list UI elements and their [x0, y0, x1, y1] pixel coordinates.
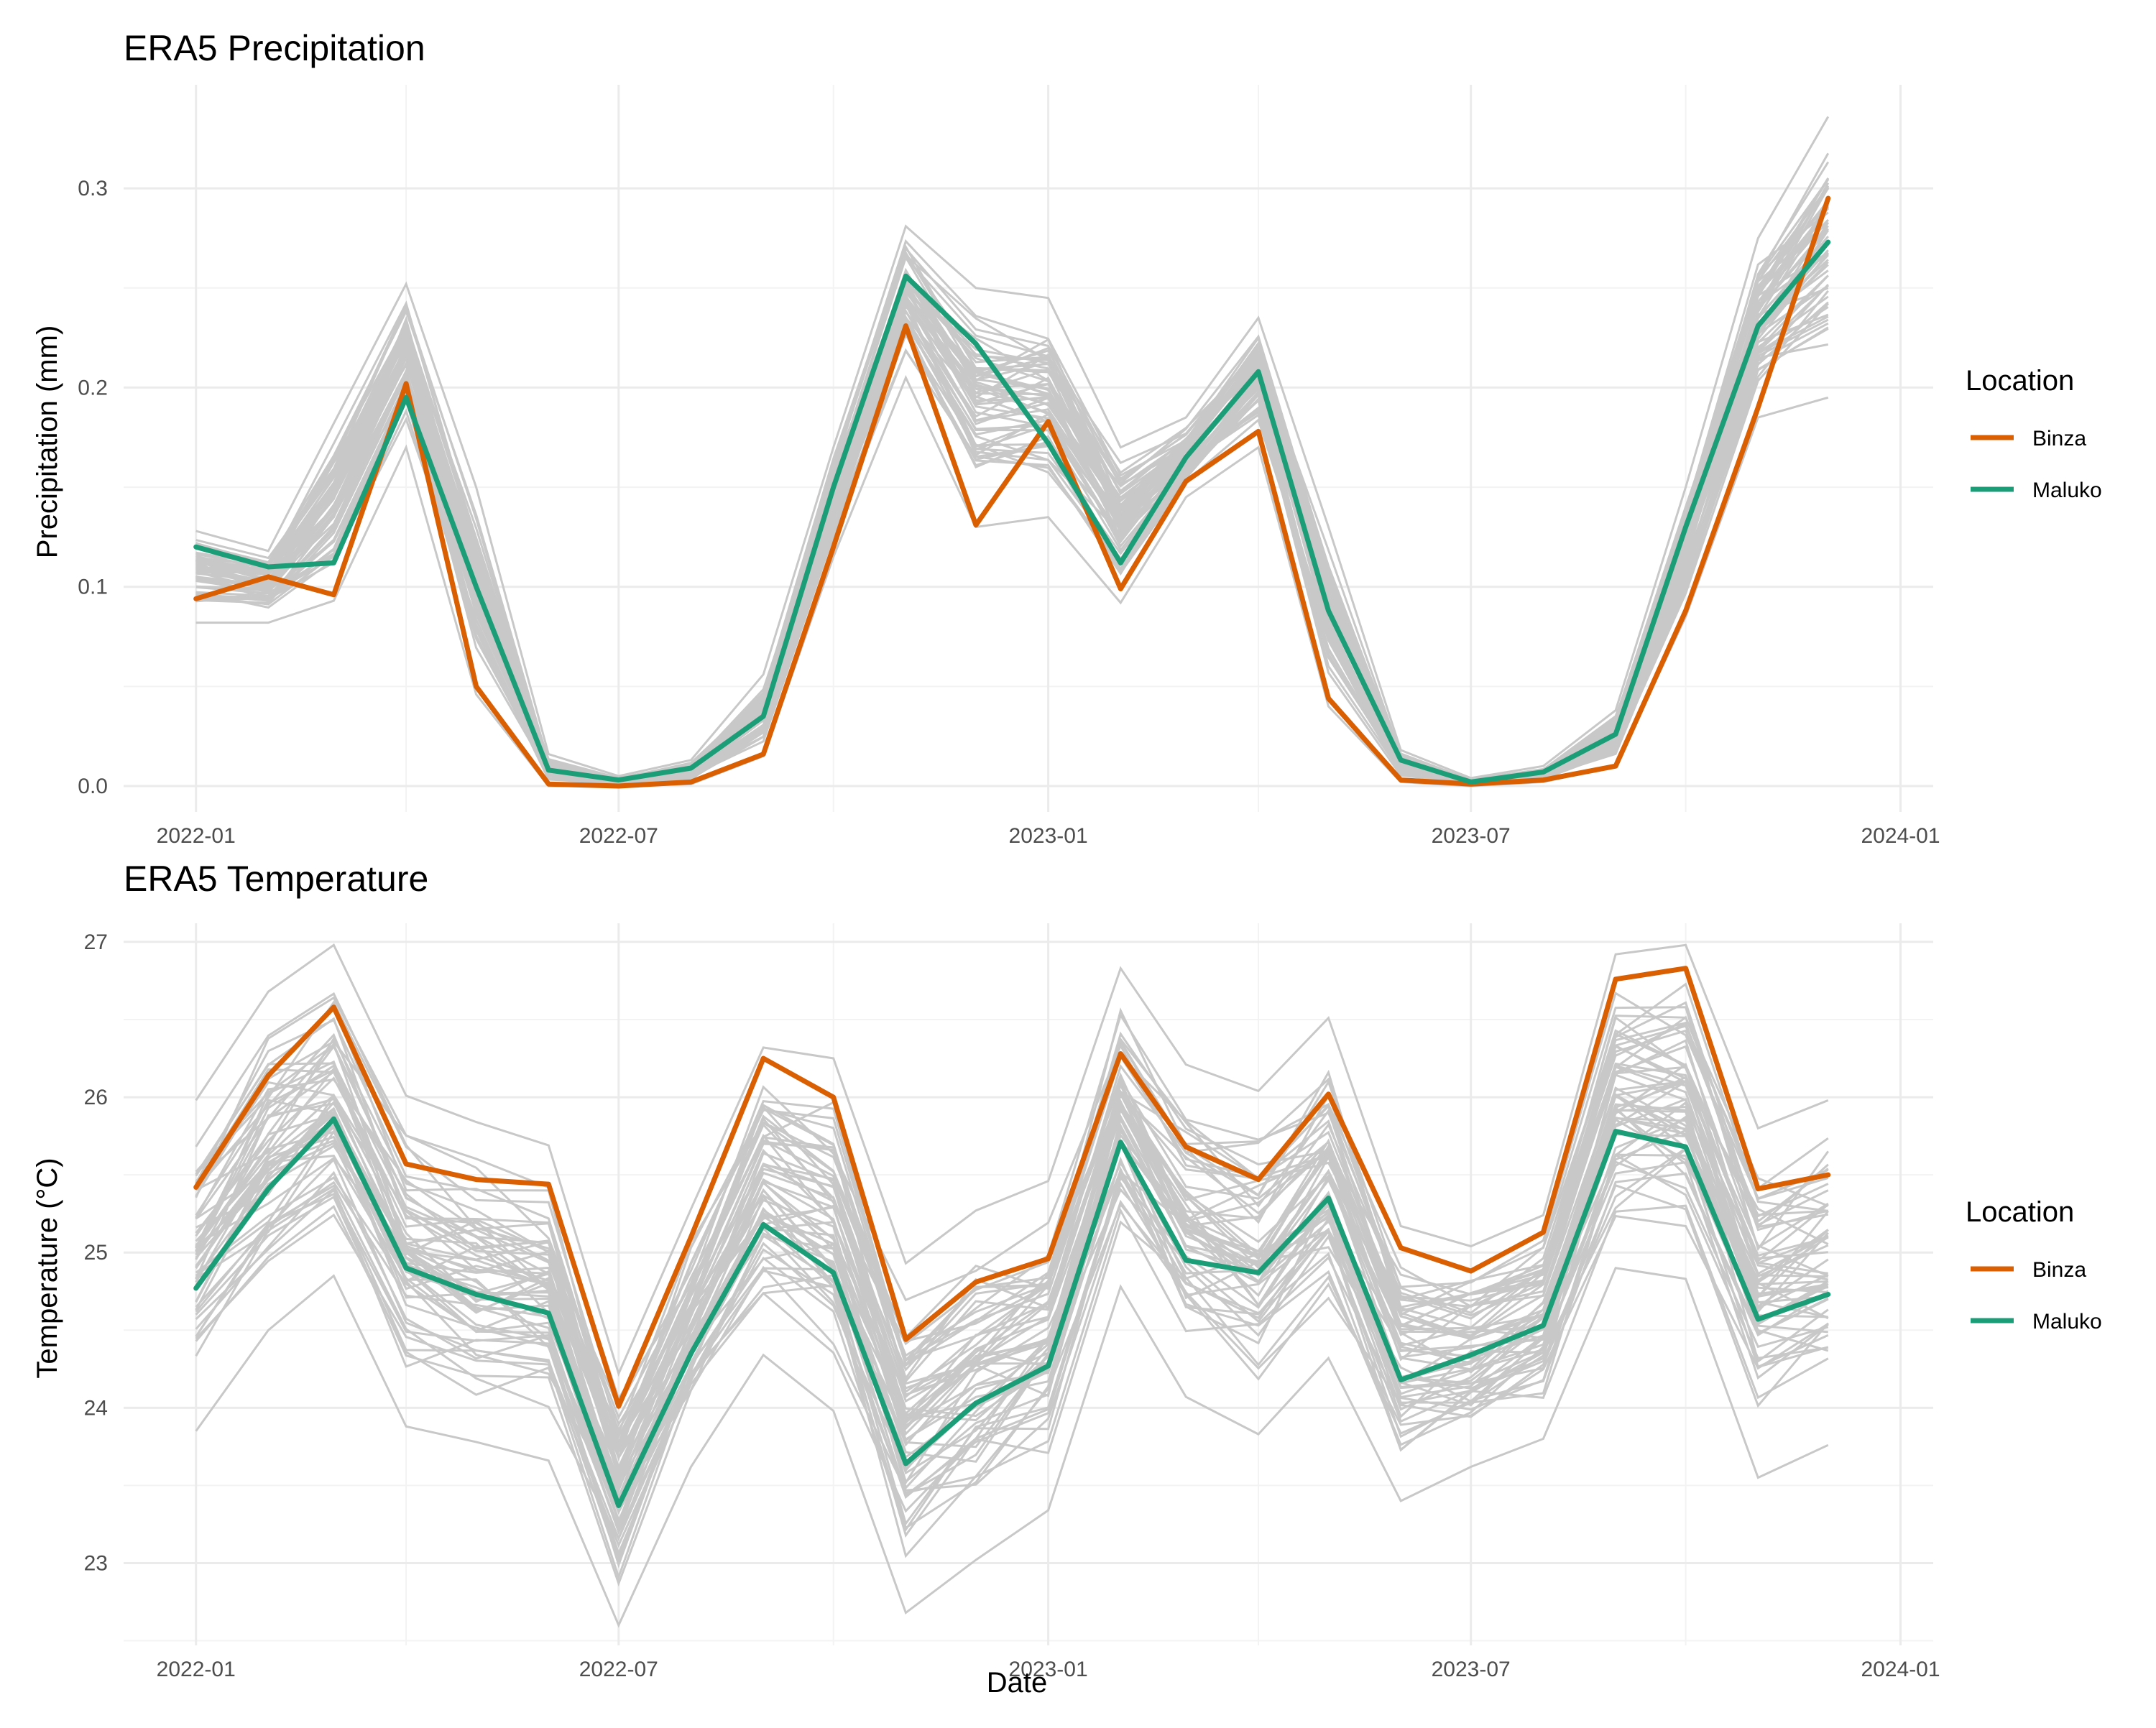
- temp-legend-label-binza: Binza: [2032, 1258, 2086, 1282]
- background-series-line: [195, 1184, 1829, 1558]
- background-series-line: [195, 996, 1829, 1420]
- precip-y-axis-title: Precipitation (mm): [32, 325, 63, 559]
- y-tick-label: 0.3: [78, 177, 108, 200]
- temp-y-axis-title: Temperature (°C): [32, 1158, 63, 1378]
- y-tick-label: 0.1: [78, 576, 108, 599]
- precipitation-panel: 0.0 0.1 0.2 0.3 2022-01 2022-07 2023-01 2023-0…: [32, 28, 1940, 848]
- x-tick-label: 2022-07: [579, 824, 658, 848]
- temp-chart-title: ERA5 Temperature: [124, 859, 428, 899]
- y-tick-label: 0.2: [78, 376, 108, 399]
- temp-location-lines: [193, 966, 1831, 1508]
- background-series-line: [195, 1153, 1829, 1581]
- precip-legend-label-binza: Binza: [2032, 427, 2086, 451]
- background-series-line: [195, 992, 1829, 1410]
- x-axis-title: Date: [987, 1667, 1048, 1699]
- background-series-line: [195, 1267, 1829, 1628]
- y-tick-label: 27: [84, 930, 108, 954]
- temp-legend-title: Location: [1966, 1196, 2074, 1228]
- background-series-line: [195, 161, 1830, 781]
- y-tick-label: 23: [84, 1551, 108, 1575]
- x-tick-label: 2022-01: [157, 1658, 236, 1681]
- x-tick-label: 2024-01: [1861, 824, 1940, 848]
- x-tick-label: 2024-01: [1861, 1658, 1940, 1681]
- background-series-line: [195, 1147, 1829, 1557]
- x-tick-label: 2023-07: [1432, 824, 1511, 848]
- x-tick-label: 2023-01: [1009, 1658, 1088, 1681]
- x-tick-label: 2023-07: [1432, 1658, 1511, 1681]
- background-series-line: [195, 1066, 1829, 1445]
- background-series-line: [195, 302, 1829, 785]
- background-series-line: [195, 992, 1829, 1401]
- background-series-line: [195, 1045, 1828, 1448]
- background-series-line: [195, 1172, 1829, 1568]
- background-series-line: [195, 982, 1828, 1437]
- series-line-maluko: [193, 1116, 1831, 1508]
- series-line-binza: [193, 195, 1831, 789]
- precip-y-tick-labels: 0.0 0.1 0.2 0.3: [78, 177, 108, 798]
- y-tick-label: 25: [84, 1241, 108, 1265]
- background-series-line: [195, 1117, 1828, 1505]
- series-line-binza: [193, 966, 1831, 1409]
- series-line-maluko: [193, 239, 1831, 785]
- precip-legend-label-maluko: Maluko: [2032, 479, 2102, 502]
- background-series-line: [195, 1029, 1829, 1427]
- precip-location-lines: [193, 195, 1831, 789]
- y-tick-label: 26: [84, 1086, 108, 1109]
- temp-background-series: [195, 943, 1830, 1628]
- temp-y-tick-labels: 23 24 25 26 27: [84, 930, 108, 1576]
- background-series-line: [195, 1181, 1829, 1548]
- precip-legend-title: Location: [1966, 365, 2074, 397]
- background-series-line: [195, 1107, 1828, 1512]
- y-tick-label: 0.0: [78, 775, 108, 798]
- temp-legend: Location Binza Maluko: [1966, 1196, 2102, 1334]
- precip-chart-title: ERA5 Precipitation: [124, 28, 425, 68]
- y-tick-label: 24: [84, 1396, 108, 1420]
- background-series-line: [195, 116, 1830, 780]
- precip-x-tick-labels: 2022-01 2022-07 2023-01 2023-07 2024-01: [157, 824, 1940, 848]
- temp-legend-label-maluko: Maluko: [2032, 1310, 2102, 1334]
- x-tick-label: 2022-01: [157, 824, 236, 848]
- precip-legend: Location Binza Maluko: [1966, 365, 2102, 502]
- x-tick-label: 2022-07: [579, 1658, 658, 1681]
- background-series-line: [195, 1146, 1829, 1566]
- temp-x-tick-labels: 2022-01 2022-07 2023-01 2023-07 2024-01: [157, 1658, 1940, 1681]
- background-series-line: [195, 1097, 1829, 1527]
- background-series-line: [195, 943, 1829, 1377]
- x-tick-label: 2023-01: [1009, 824, 1088, 848]
